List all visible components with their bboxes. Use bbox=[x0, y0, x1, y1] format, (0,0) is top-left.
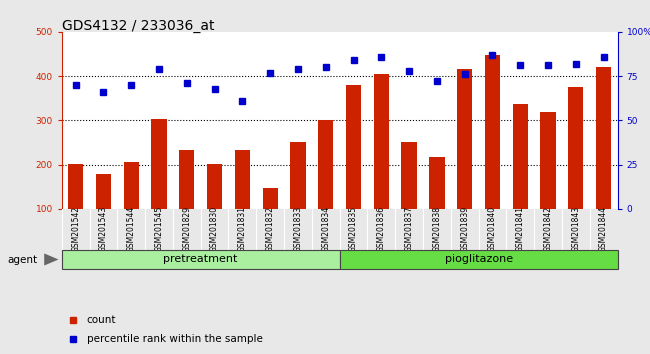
Bar bbox=[457, 69, 473, 253]
Bar bbox=[540, 113, 556, 253]
Bar bbox=[568, 87, 584, 253]
Bar bbox=[124, 162, 139, 253]
Text: GSM201838: GSM201838 bbox=[432, 206, 441, 252]
Text: agent: agent bbox=[8, 255, 38, 265]
Bar bbox=[235, 150, 250, 253]
Text: GSM201839: GSM201839 bbox=[460, 206, 469, 252]
Bar bbox=[346, 85, 361, 253]
Bar bbox=[62, 250, 339, 269]
Text: GSM201831: GSM201831 bbox=[238, 206, 247, 252]
Bar bbox=[96, 175, 111, 253]
Text: GSM201833: GSM201833 bbox=[293, 206, 302, 252]
Text: GSM201544: GSM201544 bbox=[127, 206, 136, 252]
Text: GSM201841: GSM201841 bbox=[515, 206, 525, 252]
Text: GSM201837: GSM201837 bbox=[404, 206, 413, 252]
Text: GSM201832: GSM201832 bbox=[266, 206, 275, 252]
Text: GSM201835: GSM201835 bbox=[349, 206, 358, 252]
Text: GSM201836: GSM201836 bbox=[377, 206, 386, 252]
Text: GSM201842: GSM201842 bbox=[543, 206, 552, 252]
Bar bbox=[68, 164, 83, 253]
Bar bbox=[485, 55, 500, 253]
Bar bbox=[151, 120, 166, 253]
Text: GSM201542: GSM201542 bbox=[71, 206, 80, 252]
Text: GSM201844: GSM201844 bbox=[599, 206, 608, 252]
Bar bbox=[291, 142, 306, 253]
Bar bbox=[318, 120, 333, 253]
Bar bbox=[339, 250, 618, 269]
Bar bbox=[429, 156, 445, 253]
Text: percentile rank within the sample: percentile rank within the sample bbox=[86, 333, 263, 344]
Bar bbox=[207, 164, 222, 253]
Bar bbox=[596, 67, 611, 253]
Bar bbox=[263, 188, 278, 253]
Text: GSM201543: GSM201543 bbox=[99, 206, 108, 252]
Bar bbox=[179, 150, 194, 253]
Text: GSM201834: GSM201834 bbox=[321, 206, 330, 252]
Text: pioglitazone: pioglitazone bbox=[445, 254, 513, 264]
Text: GSM201840: GSM201840 bbox=[488, 206, 497, 252]
Text: count: count bbox=[86, 315, 116, 325]
Text: GSM201829: GSM201829 bbox=[182, 206, 191, 252]
Text: GSM201843: GSM201843 bbox=[571, 206, 580, 252]
Text: GSM201545: GSM201545 bbox=[155, 206, 164, 252]
Text: pretreatment: pretreatment bbox=[164, 254, 238, 264]
Text: GDS4132 / 233036_at: GDS4132 / 233036_at bbox=[62, 19, 214, 34]
Polygon shape bbox=[44, 253, 58, 266]
Bar bbox=[374, 74, 389, 253]
Bar bbox=[513, 104, 528, 253]
Bar bbox=[402, 143, 417, 253]
Text: GSM201830: GSM201830 bbox=[210, 206, 219, 252]
